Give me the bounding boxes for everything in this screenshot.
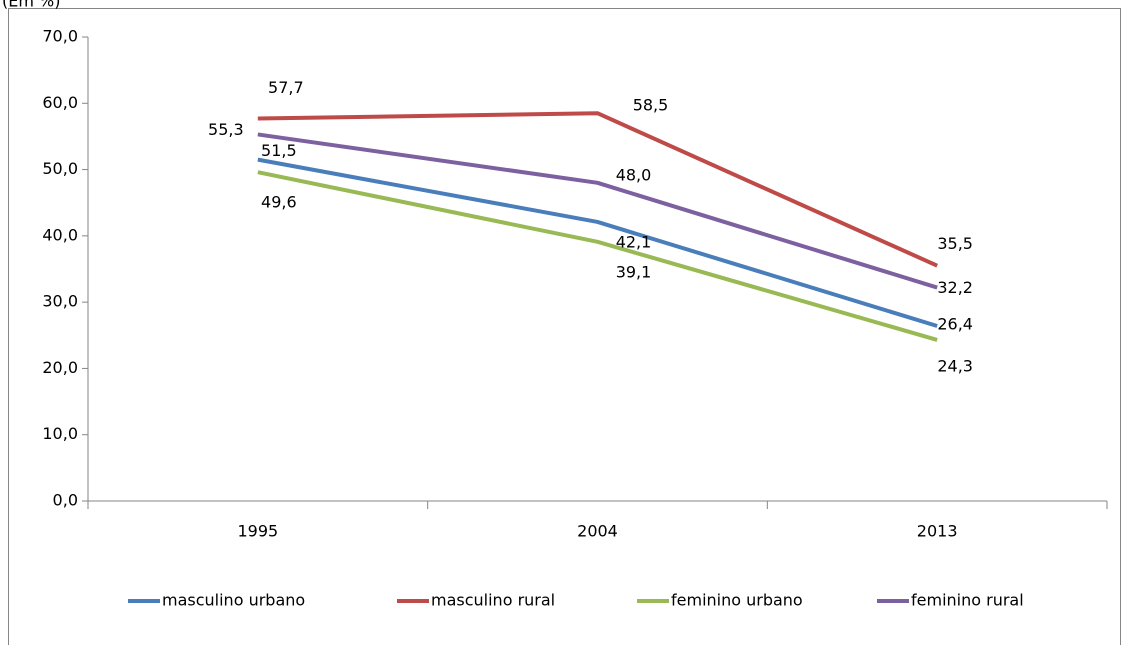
- data-label: 42,1: [616, 232, 652, 251]
- y-tick-label: 10,0: [42, 424, 78, 443]
- data-label: 26,4: [937, 315, 973, 334]
- data-label: 58,5: [633, 96, 669, 115]
- y-tick-label: 70,0: [42, 27, 78, 46]
- data-label: 49,6: [261, 193, 297, 212]
- series-line: [257, 170, 938, 342]
- data-label: 24,3: [937, 356, 973, 375]
- series-line: [257, 132, 938, 290]
- data-label: 48,0: [616, 165, 652, 184]
- y-tick-label: 60,0: [42, 93, 78, 112]
- y-tick-label: 20,0: [42, 358, 78, 377]
- legend-label: feminino rural: [911, 591, 1024, 610]
- legend-label: masculino urbano: [162, 591, 305, 610]
- y-axis-label: (Em %): [2, 0, 60, 11]
- x-tick-label: 2013: [917, 522, 958, 541]
- data-label: 51,5: [261, 141, 297, 160]
- y-tick-label: 30,0: [42, 292, 78, 311]
- series-line: [257, 111, 938, 268]
- chart-frame: [8, 8, 1121, 645]
- data-label: 55,3: [208, 120, 244, 139]
- x-tick-label: 2004: [577, 522, 618, 541]
- series-line: [257, 157, 938, 328]
- data-label: 35,5: [937, 234, 973, 253]
- y-tick-label: 0,0: [53, 491, 78, 510]
- x-tick-label: 1995: [237, 522, 278, 541]
- data-label: 57,7: [268, 78, 304, 97]
- y-tick-label: 40,0: [42, 225, 78, 244]
- legend-label: feminino urbano: [671, 591, 803, 610]
- y-tick-label: 50,0: [42, 159, 78, 178]
- legend-label: masculino rural: [431, 591, 555, 610]
- data-label: 32,2: [937, 278, 973, 297]
- data-label: 39,1: [616, 262, 652, 281]
